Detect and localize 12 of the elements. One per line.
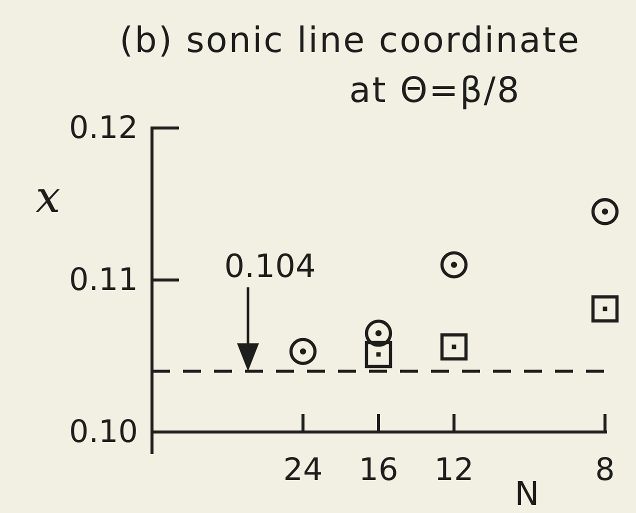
y-tick-label: 0.10 (68, 414, 138, 450)
x-axis-title: N (514, 474, 540, 513)
chart-subtitle: at Θ=β/8 (349, 71, 521, 111)
x-tick-label: 16 (358, 452, 398, 488)
chart-title: (b) sonic line coordinate (119, 21, 581, 61)
y-tick-label: 0.12 (68, 110, 138, 146)
y-tick-label: 0.11 (68, 262, 138, 298)
x-tick-label: 8 (595, 452, 615, 488)
x-tick-label: 12 (434, 452, 474, 488)
x-tick-label: 24 (283, 452, 323, 488)
legend-label: 0.104 (224, 247, 316, 286)
y-axis-title: x (36, 172, 61, 223)
